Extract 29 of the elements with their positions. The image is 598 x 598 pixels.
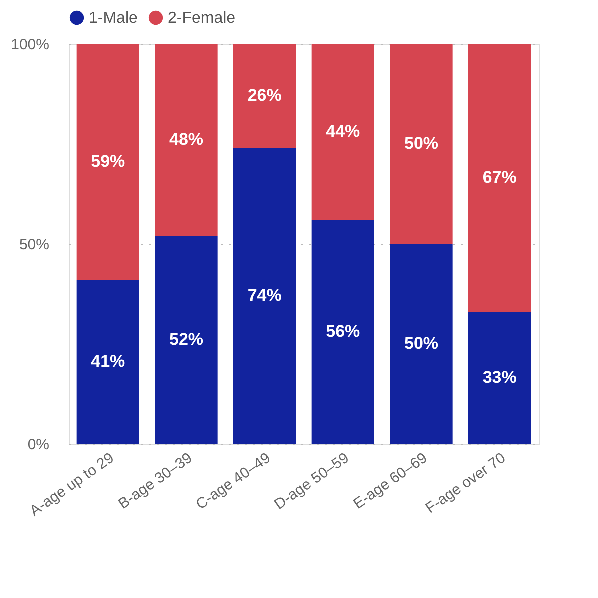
legend-label: 1-Male xyxy=(89,10,138,27)
bar xyxy=(468,44,532,312)
text: 48% xyxy=(169,130,204,149)
bar xyxy=(312,220,374,444)
bar xyxy=(390,44,453,244)
text: 52% xyxy=(169,330,204,349)
text: 44% xyxy=(326,122,360,141)
bar xyxy=(76,44,140,280)
text: 59% xyxy=(91,152,126,171)
legend-label: 2-Female xyxy=(168,10,236,27)
text: 41% xyxy=(91,352,126,371)
bar xyxy=(390,244,453,444)
bar xyxy=(234,44,296,148)
text: 50% xyxy=(404,134,439,153)
text: 26% xyxy=(248,86,282,105)
bar xyxy=(155,44,218,236)
text: 56% xyxy=(326,322,360,341)
text: 67% xyxy=(482,168,517,187)
bar xyxy=(76,280,140,444)
bar xyxy=(468,312,532,444)
y-tick-label: 50% xyxy=(19,236,50,254)
text: 33% xyxy=(482,368,517,387)
text: 74% xyxy=(248,286,282,305)
bar xyxy=(155,236,218,444)
y-tick-label: 100% xyxy=(11,36,50,54)
y-tick-label: 0% xyxy=(28,436,50,454)
bar xyxy=(234,148,296,444)
bar xyxy=(312,44,374,220)
text: 50% xyxy=(404,334,439,353)
